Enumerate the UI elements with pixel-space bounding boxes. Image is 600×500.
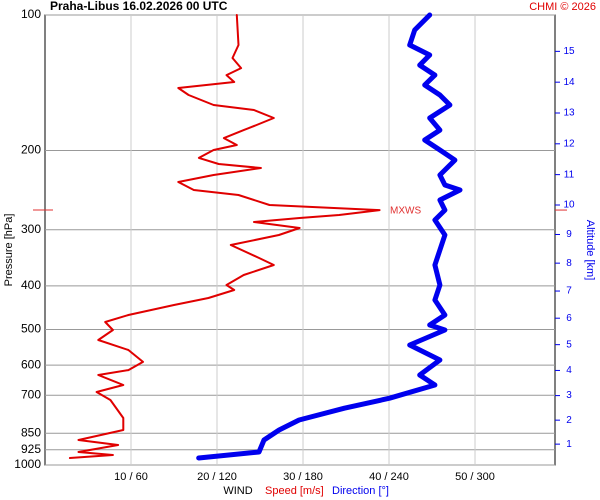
y2-axis-label: Altitude [km] bbox=[584, 220, 596, 281]
x-tick-label: 20 / 120 bbox=[197, 471, 237, 483]
annotation: MXWS bbox=[390, 206, 421, 217]
x-tick-label: 40 / 240 bbox=[369, 471, 409, 483]
credit: CHMI © 2026 bbox=[529, 1, 596, 13]
y2-tick-label: 9 bbox=[566, 229, 572, 240]
y-tick-label: 300 bbox=[21, 222, 41, 236]
chart-title: Praha-Libus 16.02.2026 00 UTC bbox=[50, 0, 228, 13]
y2-tick-label: 3 bbox=[566, 390, 572, 401]
y-tick-label: 700 bbox=[21, 387, 41, 401]
y-tick-label: 850 bbox=[21, 425, 41, 439]
y2-tick-label: 2 bbox=[566, 415, 572, 426]
y2-tick-label: 13 bbox=[563, 108, 575, 119]
legend-direction: Direction [°] bbox=[332, 485, 389, 497]
y-tick-label: 600 bbox=[21, 357, 41, 371]
y-tick-label: 1000 bbox=[14, 457, 41, 471]
y2-tick-label: 12 bbox=[563, 138, 575, 149]
y-tick-label: 200 bbox=[21, 143, 41, 157]
x-tick-label: 30 / 180 bbox=[283, 471, 323, 483]
y2-tick-label: 11 bbox=[564, 169, 575, 180]
y2-tick-label: 1 bbox=[566, 439, 572, 450]
x-axis-label: WIND bbox=[223, 485, 252, 497]
y2-tick-label: 8 bbox=[566, 258, 572, 269]
y-tick-label: 100 bbox=[21, 7, 41, 21]
y2-tick-label: 5 bbox=[566, 339, 572, 350]
x-tick-label: 50 / 300 bbox=[455, 471, 495, 483]
y2-tick-label: 10 bbox=[563, 200, 575, 211]
y-axis-label: Pressure [hPa] bbox=[3, 214, 15, 287]
y2-tick-label: 4 bbox=[566, 365, 572, 376]
x-tick-label: 10 / 60 bbox=[114, 471, 148, 483]
y-tick-label: 500 bbox=[21, 322, 41, 336]
legend-speed: Speed [m/s] bbox=[265, 485, 324, 497]
series-line bbox=[68, 14, 381, 459]
y2-tick-label: 6 bbox=[566, 313, 572, 324]
y-tick-label: 400 bbox=[21, 278, 41, 292]
y2-tick-label: 14 bbox=[563, 77, 575, 88]
series-line bbox=[196, 12, 463, 461]
y2-tick-label: 7 bbox=[566, 286, 572, 297]
y2-tick-label: 15 bbox=[563, 46, 575, 57]
y-tick-label: 925 bbox=[21, 442, 41, 456]
